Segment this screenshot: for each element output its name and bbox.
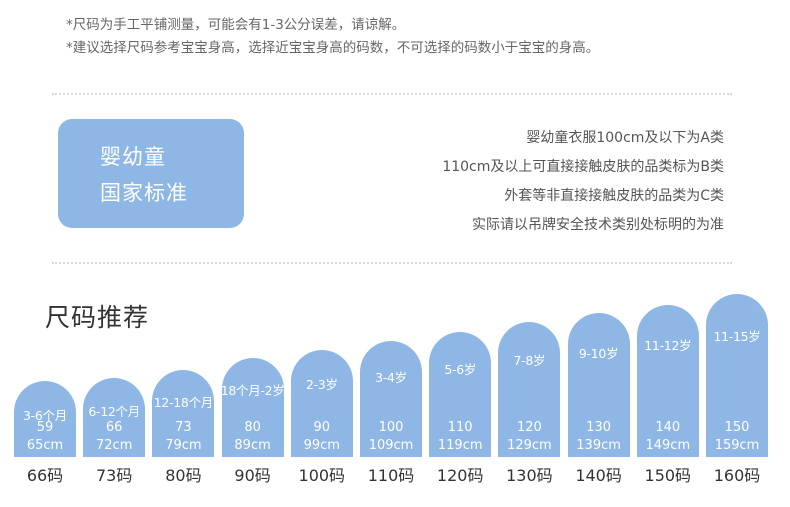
height-value: 100	[378, 420, 404, 435]
size-bar: 11-12岁 140 149cm	[636, 305, 699, 457]
standard-badge-line2: 国家标准	[100, 181, 188, 205]
age-range: 6-12个月	[88, 404, 140, 419]
rule-a: 婴幼童衣服100cm及以下为A类	[526, 130, 724, 146]
size-label: 120码	[436, 466, 484, 485]
age-range: 9-10岁	[578, 346, 619, 361]
size-bar: 18个月-2岁 80 89cm	[221, 358, 285, 457]
size-label: 90码	[234, 466, 271, 485]
note-recommendation: *建议选择尺码参考宝宝身高，选择近宝宝身高的码数，不可选择的码数小于宝宝的身高。	[66, 40, 600, 56]
size-bar: 3-4岁 100 109cm	[360, 341, 422, 457]
height-range: 72cm	[96, 438, 133, 453]
size-label: 150码	[644, 466, 692, 485]
size-bar: 3-6个月 59 65cm	[14, 381, 76, 457]
size-label: 130码	[506, 466, 553, 485]
height-value: 66	[105, 420, 123, 435]
rule-c: 外套等非直接接触皮肤的品类为C类	[504, 188, 724, 204]
section-title: 尺码推荐	[45, 303, 150, 332]
size-label: 160码	[713, 466, 761, 485]
height-range: 149cm	[645, 438, 691, 453]
age-range: 11-15岁	[713, 329, 761, 344]
height-value: 120	[516, 420, 542, 435]
size-bar: 5-6岁 110 119cm	[429, 332, 492, 457]
divider-top	[52, 93, 732, 95]
standard-badge: 婴幼童 国家标准	[58, 119, 244, 228]
size-bar: 6-12个月 66 72cm	[83, 378, 146, 457]
size-label: 73码	[96, 466, 133, 485]
note-measurement: *尺码为手工平铺测量，可能会有1-3公分误差，请谅解。	[66, 17, 406, 33]
size-label: 110码	[367, 466, 415, 485]
age-range: 2-3岁	[305, 377, 338, 392]
height-value: 110	[447, 420, 473, 435]
height-range: 109cm	[368, 438, 414, 453]
height-range: 119cm	[437, 438, 483, 453]
size-bar: 11-15岁 150 159cm	[706, 294, 768, 457]
height-range: 99cm	[303, 438, 340, 453]
height-range: 89cm	[234, 438, 271, 453]
height-range: 65cm	[26, 438, 64, 453]
height-range: 139cm	[576, 438, 621, 453]
size-label: 66码	[26, 466, 64, 485]
age-range: 12-18个月	[153, 395, 214, 410]
height-value: 80	[244, 420, 261, 435]
height-range: 159cm	[714, 438, 760, 453]
age-range: 3-4岁	[375, 370, 407, 385]
height-range: 79cm	[165, 438, 202, 453]
height-value: 150	[724, 420, 750, 435]
height-value: 90	[313, 420, 331, 435]
size-notes: *尺码为手工平铺测量，可能会有1-3公分误差，请谅解。 *建议选择尺码参考宝宝身…	[66, 14, 599, 60]
rule-b: 110cm及以上可直接接触皮肤的品类标为B类	[442, 159, 724, 175]
size-bar: 12-18个月 73 79cm	[152, 370, 215, 457]
size-label: 140码	[575, 466, 622, 485]
age-range: 11-12岁	[644, 338, 692, 353]
size-bar: 9-10岁 130 139cm	[567, 313, 630, 457]
standard-badge-line1: 婴幼童	[100, 145, 166, 169]
standard-rules: 婴幼童衣服100cm及以下为A类 110cm及以上可直接接触皮肤的品类标为B类 …	[442, 124, 724, 240]
height-value: 73	[175, 420, 192, 435]
age-range: 3-6个月	[23, 408, 67, 423]
divider-bottom	[52, 262, 732, 264]
height-range: 129cm	[507, 438, 552, 453]
size-label: 80码	[165, 466, 202, 485]
age-range: 18个月-2岁	[220, 383, 285, 398]
size-label: 100码	[298, 466, 346, 485]
age-range: 5-6岁	[444, 362, 477, 377]
size-bar: 2-3岁 90 99cm	[290, 350, 353, 457]
age-range: 7-8岁	[513, 353, 546, 368]
height-value: 130	[586, 420, 611, 435]
height-value: 140	[655, 420, 681, 435]
size-bar: 7-8岁 120 129cm	[498, 322, 561, 457]
height-value: 59	[36, 420, 54, 435]
rule-note: 实际请以吊牌安全技术类别处标明的为准	[472, 217, 724, 233]
